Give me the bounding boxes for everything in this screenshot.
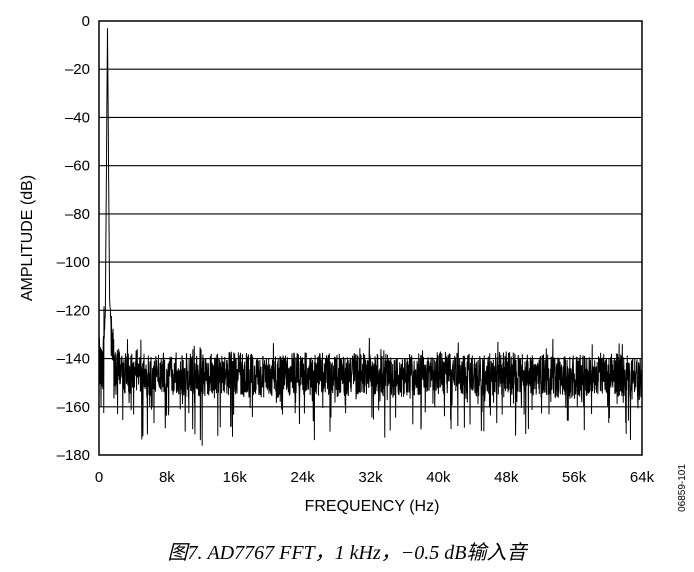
y-tick-label: –60: [65, 158, 90, 175]
y-axis-title: AMPLITUDE (dB): [19, 175, 36, 301]
x-axis-title: FREQUENCY (Hz): [305, 498, 440, 515]
gridlines: [99, 68, 642, 408]
x-tick-labels: 0 8k 16k 24k 32k 40k 48k 56k 64k: [95, 469, 655, 486]
figure-caption: 图7. AD7767 FFT，1 kHz，−0.5 dB输入音: [167, 542, 527, 564]
y-tick-label: –100: [57, 254, 90, 271]
x-tick-label: 64k: [630, 469, 655, 486]
y-tick-label: –20: [65, 61, 90, 78]
y-tick-label: –40: [65, 109, 90, 126]
plot-frame: [98, 20, 643, 456]
fft-trace: [98, 28, 643, 446]
x-tick-label: 48k: [494, 469, 519, 486]
y-tick-label: –80: [65, 206, 90, 223]
x-tick-label: 8k: [159, 469, 175, 486]
y-tick-label: –180: [57, 447, 90, 464]
x-tick-label: 32k: [358, 469, 383, 486]
x-tick-label: 0: [95, 469, 103, 486]
x-tick-label: 56k: [562, 469, 587, 486]
fft-chart: 0 –20 –40 –60 –80 –100 –120 –140 –160 –180 0 8k 16k…: [19, 13, 688, 515]
y-tick-label: –160: [57, 399, 90, 416]
x-tick-label: 24k: [291, 469, 316, 486]
y-tick-label: 0: [82, 13, 90, 30]
x-tick-label: 40k: [426, 469, 451, 486]
figure-id: 06859-101: [677, 464, 688, 512]
series-line: [98, 28, 643, 446]
y-tick-label: –120: [57, 302, 90, 319]
x-tick-label: 16k: [223, 469, 248, 486]
y-tick-label: –140: [57, 351, 90, 368]
y-tick-labels: 0 –20 –40 –60 –80 –100 –120 –140 –160 –180: [57, 13, 90, 464]
